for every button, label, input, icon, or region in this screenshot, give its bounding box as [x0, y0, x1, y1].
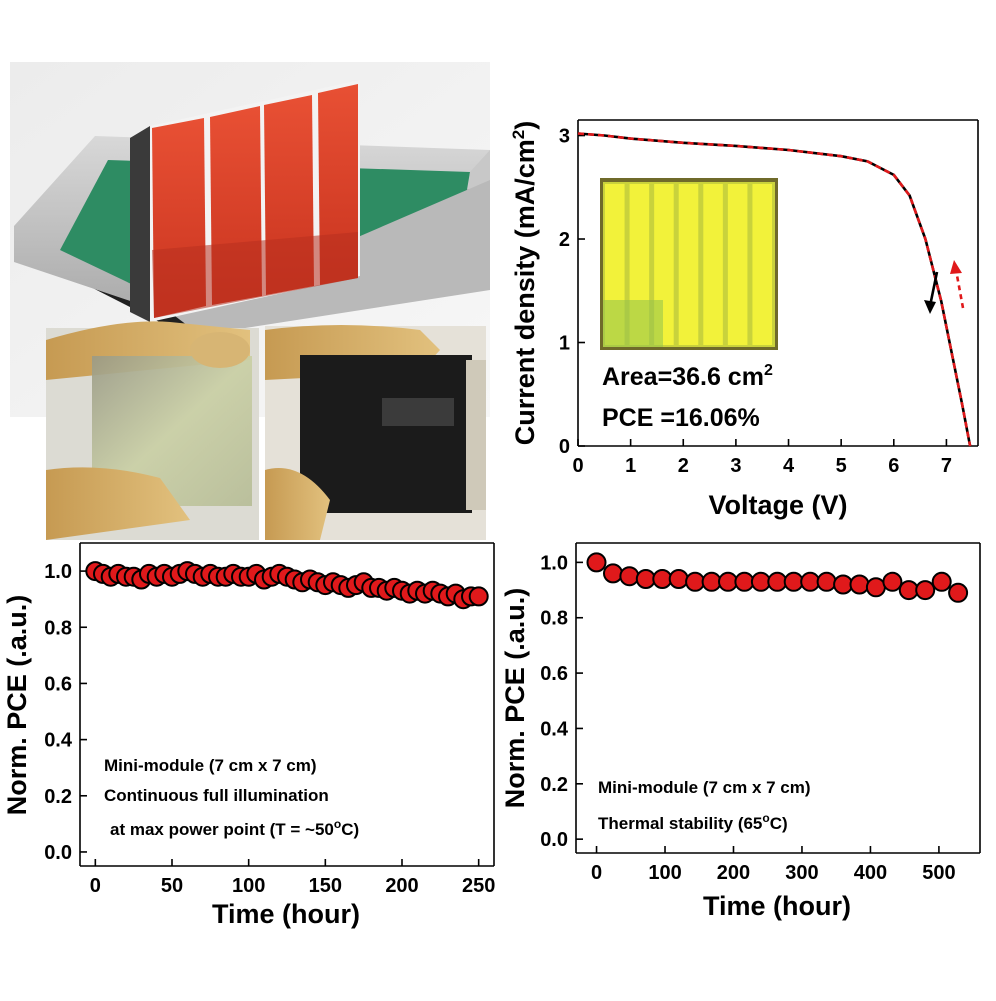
data-point [701, 571, 722, 592]
module-inset-photo [600, 178, 778, 350]
y-tick-label: 0.2 [44, 786, 72, 808]
inset-cell [703, 184, 723, 345]
illumination-stability-panel: 0 50 100 150 200 250 0.0 0.2 0.4 0.6 0.8 1.0 Mini-m… [0, 535, 498, 996]
y-tick-label: 0.2 [540, 774, 568, 796]
y-tick-label: 0.6 [540, 663, 568, 685]
thermal-stability-panel: 0 100 200 300 400 500 0.0 0.2 0.4 0.6 0.8 1.0 Mini-… [498, 535, 996, 996]
data-point [750, 571, 771, 592]
x-axis-title: Time (hour) [703, 891, 851, 921]
data-point [948, 582, 969, 603]
data-point [816, 571, 837, 592]
x-axis-title: Time (hour) [212, 899, 360, 929]
x-tick-label: 0 [572, 455, 583, 477]
x-tick-label: 0 [90, 875, 101, 897]
x-tick-label: 4 [783, 455, 795, 477]
substrate-with-cells [130, 80, 360, 322]
data-point [734, 571, 755, 592]
data-point [586, 552, 607, 573]
y-tick-label: 0 [559, 436, 570, 458]
data-point [668, 569, 689, 589]
series-line-reverse [577, 132, 972, 447]
jv-chart: 0 1 2 3 4 5 6 7 0 1 2 3 Area=36.6 cm2 PCE =16.06% V… [509, 119, 979, 520]
y-tick-label: 0.0 [540, 829, 568, 851]
y-tick-label: 1.0 [44, 561, 72, 583]
data-point [783, 571, 804, 592]
y-tick-label: 0.6 [44, 673, 72, 695]
y-axis-title: Norm. PCE (.a.u.) [500, 588, 530, 809]
data-point [898, 580, 919, 601]
x-tick-label: 500 [922, 862, 955, 884]
x-tick-label: 3 [730, 455, 741, 477]
data-point [865, 577, 886, 598]
note-module-size: Mini-module (7 cm x 7 cm) [104, 756, 317, 775]
note-module-size: Mini-module (7 cm x 7 cm) [598, 778, 811, 797]
x-tick-label: 200 [717, 862, 750, 884]
data-point [849, 574, 870, 595]
inset-cell [752, 184, 772, 345]
area-annotation: Area=36.6 cm2 [602, 362, 773, 391]
note-thermal: Thermal stability (65oC) [598, 811, 788, 833]
note-illumination: Continuous full illumination [104, 786, 329, 805]
x-tick-label: 100 [648, 862, 681, 884]
y-tick-label: 0.0 [44, 842, 72, 864]
pce-annotation: PCE =16.06% [602, 404, 760, 432]
data-point [767, 571, 788, 592]
x-tick-label: 7 [941, 455, 952, 477]
y-axis-title: Norm. PCE (.a.u.) [2, 595, 32, 816]
thermal-stability-chart: 0 100 200 300 400 500 0.0 0.2 0.4 0.6 0.8 1.0 Mini-… [500, 542, 981, 921]
y-tick-label: 0.8 [540, 608, 568, 630]
data-point [882, 571, 903, 592]
inset-cell [727, 184, 748, 345]
data-point [619, 566, 640, 587]
x-tick-label: 400 [854, 862, 887, 884]
illustration-panel [0, 0, 500, 545]
inset-cell [678, 184, 699, 345]
x-tick-label: 6 [888, 455, 899, 477]
data-point [603, 563, 623, 584]
x-tick-label: 300 [785, 862, 818, 884]
x-tick-label: 5 [836, 455, 847, 477]
photo-dark-film [265, 325, 486, 540]
data-points [85, 561, 489, 610]
data-point [685, 571, 706, 592]
x-tick-label: 1 [625, 455, 636, 477]
data-point [833, 574, 854, 595]
y-tick-label: 0.8 [44, 617, 72, 639]
y-tick-label: 0.4 [540, 718, 569, 740]
photo-transparent-film [46, 321, 259, 540]
note-mpp-temperature: at max power point (T = ~50oC) [110, 817, 359, 839]
data-point [931, 571, 952, 592]
y-tick-label: 0.4 [44, 730, 73, 752]
y-axis-title: Current density (mA/cm2) [509, 121, 540, 446]
data-point [635, 569, 656, 589]
x-tick-label: 2 [678, 455, 689, 477]
y-tick-label: 1 [559, 333, 570, 355]
coating-bath-illustration [10, 62, 490, 540]
x-tick-label: 200 [385, 875, 418, 897]
illumination-stability-chart: 0 50 100 150 200 250 0.0 0.2 0.4 0.6 0.8 1.0 Mini-m… [2, 542, 495, 929]
x-tick-label: 250 [462, 875, 495, 897]
data-points [586, 552, 969, 603]
data-point [652, 569, 673, 589]
x-axis-title: Voltage (V) [708, 490, 847, 520]
y-tick-label: 1.0 [540, 552, 568, 574]
y-tick-label: 3 [559, 126, 570, 148]
y-tick-label: 2 [559, 229, 570, 251]
jv-chart-panel: 0 1 2 3 4 5 6 7 0 1 2 3 Area=36.6 cm2 PCE =16.06% V… [500, 100, 996, 530]
scan-direction-arrow-up [950, 260, 965, 309]
scan-direction-arrow-down [924, 271, 939, 314]
data-point [468, 586, 489, 607]
data-point [915, 580, 936, 601]
x-tick-label: 150 [309, 875, 342, 897]
data-point [800, 571, 821, 592]
x-tick-label: 0 [591, 862, 602, 884]
data-point [718, 571, 738, 592]
x-tick-label: 50 [161, 875, 183, 897]
x-tick-label: 100 [232, 875, 265, 897]
